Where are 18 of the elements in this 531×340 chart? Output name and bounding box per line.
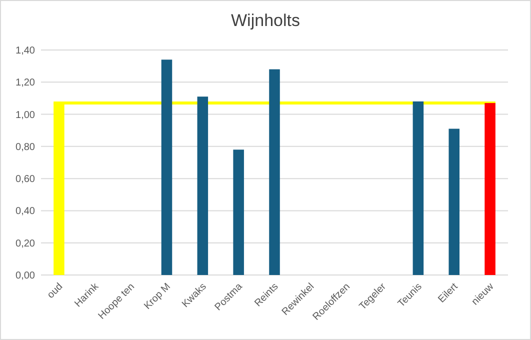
bar (269, 69, 280, 275)
y-tick-label: 0,00 (16, 270, 36, 282)
bar (448, 128, 460, 275)
bar (233, 150, 244, 275)
y-tick-label: 0,20 (16, 238, 36, 250)
chart-title: Wijnholts (231, 11, 300, 30)
x-tick-label: oud (46, 281, 66, 301)
bar (197, 96, 208, 275)
x-tick-label: Krop M (142, 281, 173, 312)
y-tick-label: 0,80 (16, 142, 36, 153)
y-tick-label: 1,00 (16, 110, 36, 121)
bar (161, 60, 172, 275)
bar (412, 101, 424, 275)
y-tick-label: 0,40 (16, 206, 36, 218)
bar (484, 103, 496, 275)
y-tick-label: 0,60 (16, 174, 36, 186)
y-tick-label: 1,20 (16, 78, 36, 89)
y-tick-label: 1,40 (16, 46, 36, 56)
